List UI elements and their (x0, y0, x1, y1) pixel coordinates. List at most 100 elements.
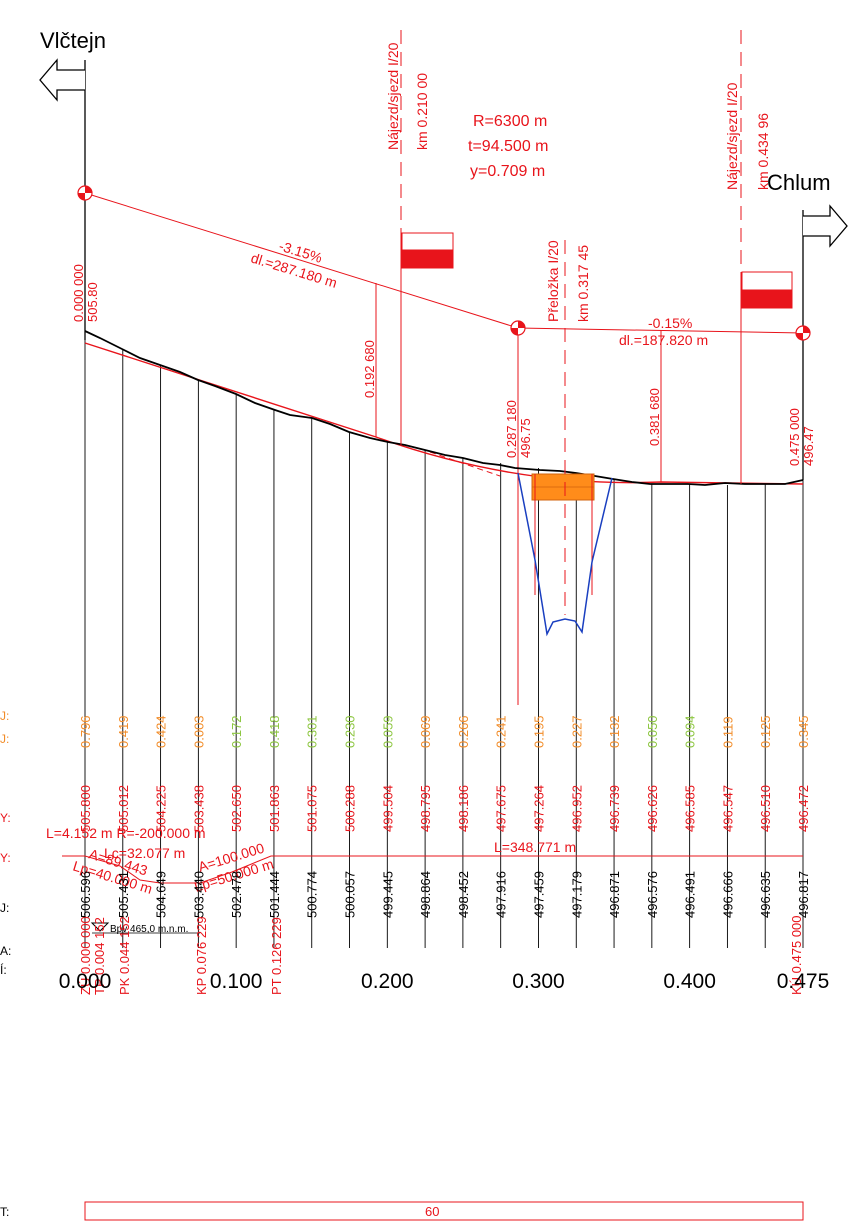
h-align-L2: L=348.771 m (494, 839, 576, 855)
design-elevation-value: 499.504 (380, 785, 395, 832)
pvi-start-elevation: 505.80 (85, 282, 100, 322)
terrain-elevation-value: 499.445 (380, 871, 395, 918)
terrain-elevation-value: 496.871 (607, 871, 622, 918)
labels: Vlčtejn Chlum R=6300 m t=94.500 m y=0.70… (0, 28, 831, 1219)
terrain-elevation-value: 498.864 (418, 871, 433, 918)
km-axis: 0.000 0.100 0.200 0.300 0.400 0.475 (59, 970, 830, 993)
terrain-elevation-value: 506.596 (78, 871, 93, 918)
pvi-marker-start (78, 186, 92, 200)
pvi-start-station: 0.000 000 (71, 264, 86, 322)
pvi-marker-end (796, 326, 810, 340)
profile-geometry (40, 30, 847, 1220)
pvi-marker-mid (511, 321, 525, 335)
pvi-mid-elevation: 496.75 (518, 418, 533, 458)
difference-value: 0.241 (494, 715, 509, 748)
speed-limit-label: 60 (425, 1204, 439, 1219)
difference-value: 0.125 (758, 715, 773, 748)
difference-value: 0.266 (456, 715, 471, 748)
terrain-elevation-value: 501.444 (267, 871, 282, 918)
design-elevation-value: 496.952 (569, 785, 584, 832)
difference-value: 0.796 (78, 715, 93, 748)
speed-limit-bar (85, 1202, 803, 1220)
difference-value: 0.345 (796, 715, 811, 748)
row-label-8: T: (0, 1205, 9, 1219)
difference-value: 0.418 (267, 715, 282, 748)
curve-tangent-label: t=94.500 m (468, 138, 549, 155)
difference-value: 0.230 (343, 715, 358, 748)
design-elevation-value: 505.800 (78, 785, 93, 832)
terrain-elevation-value: 502.478 (229, 871, 244, 918)
curve-end-station: 0.381 680 (647, 388, 662, 446)
difference-value: 0.069 (418, 715, 433, 748)
terrain-elevation-value: 497.916 (494, 871, 509, 918)
row-label-2: J: (0, 732, 9, 746)
terrain-elevation-value: 503.440 (191, 871, 206, 918)
km-axis-label: 0.000 (59, 970, 112, 993)
km-axis-label: 0.100 (210, 970, 263, 993)
access-road-2-km: km 0.434 96 (755, 113, 771, 190)
difference-value: 0.419 (116, 715, 131, 748)
terrain-line (85, 331, 803, 485)
terrain-elevation-value: 497.459 (531, 871, 546, 918)
design-elevation-value: 501.075 (305, 785, 320, 832)
terrain-elevation-value: 496.635 (758, 871, 773, 918)
difference-value: 0.059 (380, 715, 395, 748)
design-elevation-value: 500.288 (343, 785, 358, 832)
row-label-3: Y: (0, 811, 11, 825)
difference-value: 0.094 (683, 715, 698, 748)
design-elevation-value: 498.795 (418, 785, 433, 832)
overpass-title: Přeložka I/20 (545, 240, 561, 322)
design-elevation-value: 497.675 (494, 785, 509, 832)
design-profile-line (85, 343, 803, 484)
station-lines (85, 331, 803, 948)
design-elevation-value: 496.510 (758, 785, 773, 832)
access-road-2-title: Nájezd/sjezd I/20 (724, 82, 740, 190)
left-arrow-icon (40, 60, 85, 100)
curve-radius-label: R=6300 m (473, 113, 547, 130)
km-axis-label: 0.200 (361, 970, 414, 993)
alignment-point-kp: KP 0.076 229 (194, 916, 209, 995)
terrain-elevation-value: 497.179 (569, 871, 584, 918)
design-elevation-value: 496.547 (720, 785, 735, 832)
difference-value: 0.195 (531, 715, 546, 748)
terrain-elevation-value: 500.057 (343, 871, 358, 918)
row-label-7: Y: (0, 851, 11, 865)
row-label-6: Í: (0, 962, 7, 977)
km-axis-label: 0.300 (512, 970, 565, 993)
design-elevation-value: 502.650 (229, 785, 244, 832)
difference-value: 0.050 (645, 715, 660, 748)
design-elevation-value: 496.472 (796, 785, 811, 832)
grade-2-label: -0.15% (648, 315, 692, 331)
row-label-4: J: (0, 901, 9, 915)
terrain-elevation-value: 500.774 (305, 871, 320, 918)
right-arrow-icon (803, 206, 847, 246)
terrain-elevation-value: 496.666 (720, 871, 735, 918)
pvi-mid-station: 0.287 180 (504, 400, 519, 458)
terrain-elevation-value: 504.649 (154, 871, 169, 918)
difference-value: 0.227 (569, 715, 584, 748)
difference-value: 0.003 (191, 715, 206, 748)
alignment-point-pt: PT 0.126 229 (269, 917, 284, 995)
difference-value: 0.301 (305, 715, 320, 748)
km-axis-label: 0.400 (663, 970, 716, 993)
km-axis-label: 0.475 (777, 970, 830, 993)
terrain-elevation-value: 505.431 (116, 871, 131, 918)
design-elevation-value: 498.186 (456, 785, 471, 832)
difference-value: 0.119 (720, 716, 735, 748)
pvi-end-station: 0.475 000 (787, 408, 802, 466)
terrain-elevation-value: 496.491 (683, 871, 698, 918)
difference-value: 0.424 (154, 715, 169, 748)
pvi-end-elevation: 496.47 (801, 426, 816, 466)
design-elevation-value: 504.225 (154, 785, 169, 832)
row-label-5: A: (0, 944, 11, 958)
direction-right-label: Chlum (767, 170, 831, 195)
direction-left-label: Vlčtejn (40, 28, 106, 53)
design-elevation-value: 503.438 (191, 785, 206, 832)
curve-start-station: 0.192 680 (362, 340, 377, 398)
terrain-elevation-value: 496.576 (645, 871, 660, 918)
difference-value: 0.172 (229, 715, 244, 748)
design-elevation-value: 496.626 (645, 785, 660, 832)
curve-ordinate-label: y=0.709 m (470, 163, 545, 180)
overpass-km: km 0.317 45 (575, 245, 591, 322)
